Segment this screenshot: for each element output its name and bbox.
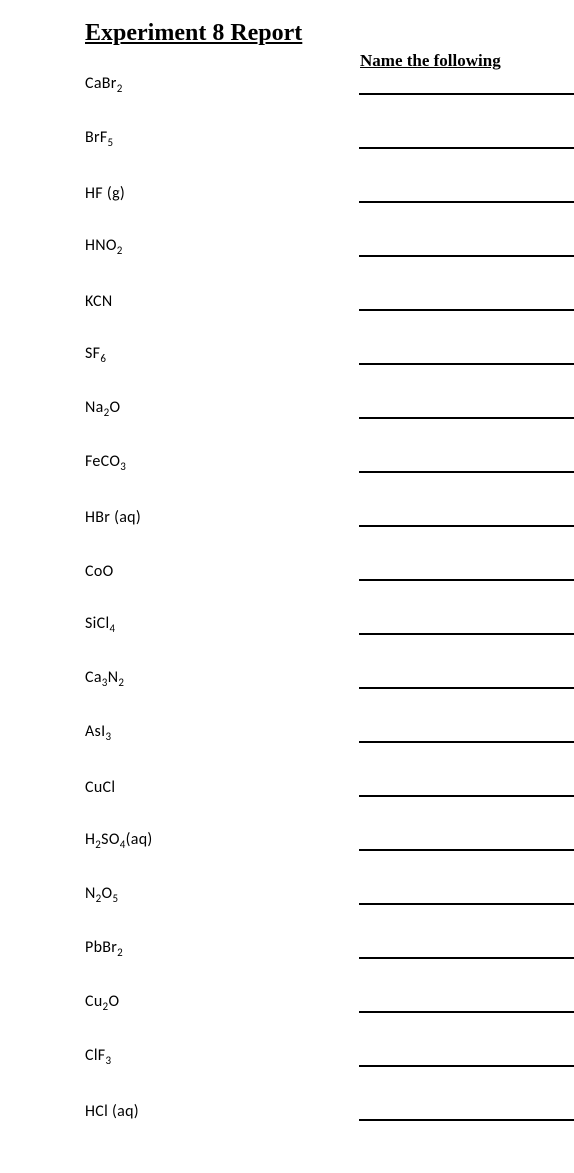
answer-blank bbox=[359, 147, 574, 149]
formula-row: SiCl4 bbox=[85, 613, 574, 635]
formula-row: H2SO4(aq) bbox=[85, 829, 574, 851]
formula-row: SF6 bbox=[85, 343, 574, 365]
formula-row: FeCO3 bbox=[85, 451, 574, 473]
chemical-formula: SF6 bbox=[85, 344, 359, 365]
formula-row: CuCl bbox=[85, 775, 574, 797]
answer-blank bbox=[359, 417, 574, 419]
answer-blank bbox=[359, 903, 574, 905]
chemical-formula: HCl (aq) bbox=[85, 1102, 359, 1121]
chemical-formula: Na2O bbox=[85, 398, 359, 419]
chemical-formula: ClF3 bbox=[85, 1046, 359, 1067]
formula-row: ClF3 bbox=[85, 1045, 574, 1067]
answer-blank bbox=[359, 363, 574, 365]
answer-blank bbox=[359, 687, 574, 689]
formula-row: AsI3 bbox=[85, 721, 574, 743]
chemical-formula: BrF5 bbox=[85, 128, 359, 149]
chemical-formula: Ca3N2 bbox=[85, 668, 359, 689]
formula-row: CaBr2 bbox=[85, 73, 574, 95]
chemical-formula: HNO2 bbox=[85, 236, 359, 257]
formula-row: KCN bbox=[85, 289, 574, 311]
report-title: Experiment 8 Report bbox=[85, 20, 574, 47]
formula-row: Ca3N2 bbox=[85, 667, 574, 689]
answer-blank bbox=[359, 957, 574, 959]
formula-row: Na2O bbox=[85, 397, 574, 419]
answer-blank bbox=[359, 1065, 574, 1067]
answer-blank bbox=[359, 255, 574, 257]
answer-blank bbox=[359, 1119, 574, 1121]
formula-row: CoO bbox=[85, 559, 574, 581]
answer-blank bbox=[359, 795, 574, 797]
formula-row: Cu2O bbox=[85, 991, 574, 1013]
formula-row: PbBr2 bbox=[85, 937, 574, 959]
chemical-formula: KCN bbox=[85, 292, 359, 311]
formula-row: HBr (aq) bbox=[85, 505, 574, 527]
formula-row: HF (g) bbox=[85, 181, 574, 203]
chemical-formula: CuCl bbox=[85, 778, 359, 797]
chemical-formula: HBr (aq) bbox=[85, 508, 359, 527]
formula-row: N2O5 bbox=[85, 883, 574, 905]
chemical-formula: SiCl4 bbox=[85, 614, 359, 635]
answer-blank bbox=[359, 525, 574, 527]
formula-row: HNO2 bbox=[85, 235, 574, 257]
answer-blank bbox=[359, 93, 574, 95]
chemical-formula: Cu2O bbox=[85, 992, 359, 1013]
section-subtitle: Name the following bbox=[360, 51, 574, 71]
chemical-formula: AsI3 bbox=[85, 722, 359, 743]
answer-blank bbox=[359, 579, 574, 581]
chemical-formula: FeCO3 bbox=[85, 452, 359, 473]
chemical-formula: PbBr2 bbox=[85, 938, 359, 959]
formula-row: BrF5 bbox=[85, 127, 574, 149]
chemical-formula: N2O5 bbox=[85, 884, 359, 905]
answer-blank bbox=[359, 471, 574, 473]
chemical-formula: CoO bbox=[85, 562, 359, 581]
answer-blank bbox=[359, 849, 574, 851]
answer-blank bbox=[359, 1011, 574, 1013]
answer-blank bbox=[359, 201, 574, 203]
answer-blank bbox=[359, 633, 574, 635]
chemical-formula: H2SO4(aq) bbox=[85, 830, 359, 851]
answer-blank bbox=[359, 309, 574, 311]
chemical-formula: CaBr2 bbox=[85, 74, 359, 95]
formula-list: CaBr2 BrF5 HF (g) HNO2 KCN SF6 Na2O FeCO3 HBr (a… bbox=[85, 73, 574, 1121]
formula-row: HCl (aq) bbox=[85, 1099, 574, 1121]
answer-blank bbox=[359, 741, 574, 743]
chemical-formula: HF (g) bbox=[85, 184, 359, 203]
